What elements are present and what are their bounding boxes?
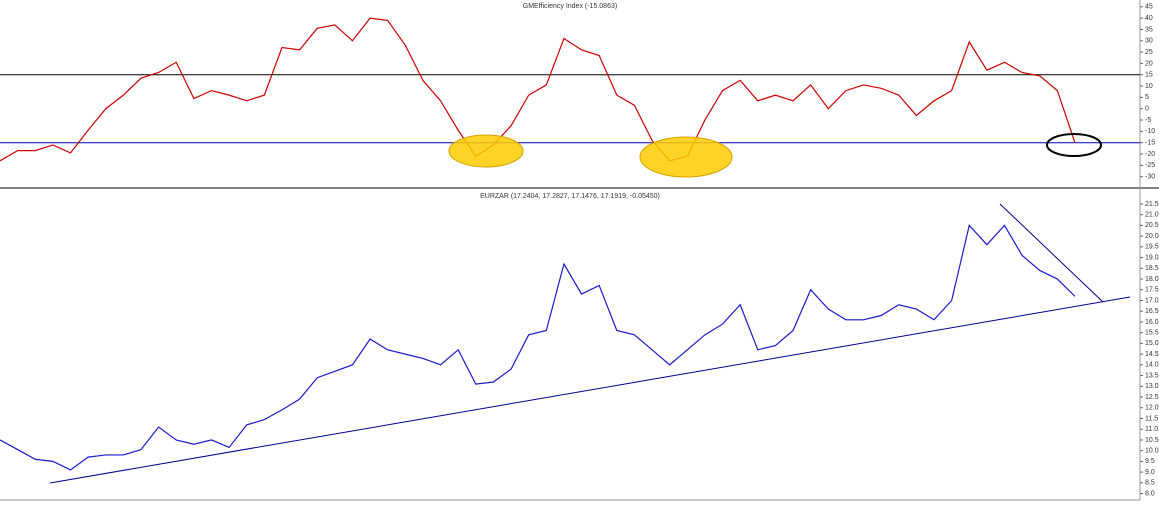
y-tick-label: 17.0 <box>1145 297 1159 304</box>
price-panel: EURZAR (17.2404, 17.2827, 17.1476, 17.19… <box>0 193 1159 497</box>
y-tick-label: -30 <box>1145 174 1155 181</box>
y-tick-label: 8.0 <box>1145 490 1155 497</box>
y-tick-label: 16.5 <box>1145 308 1159 315</box>
y-tick-label: 0 <box>1145 106 1149 113</box>
y-tick-label: 9.5 <box>1145 458 1155 465</box>
y-tick-label: 15.0 <box>1145 340 1159 347</box>
highlight-oval <box>448 134 524 168</box>
y-tick-label: 20.0 <box>1145 233 1159 240</box>
y-tick-label: 14.0 <box>1145 362 1159 369</box>
y-tick-label: 35 <box>1145 26 1153 33</box>
y-tick-label: 11.5 <box>1145 415 1158 422</box>
panel-title: EURZAR (17.2404, 17.2827, 17.1476, 17.19… <box>480 193 660 200</box>
y-tick-label: 15 <box>1145 72 1153 79</box>
resistance-trendline <box>999 203 1104 303</box>
y-tick-label: 20 <box>1145 60 1153 67</box>
y-tick-label: 8.5 <box>1145 480 1155 487</box>
y-tick-label: 10 <box>1145 83 1153 90</box>
y-tick-label: -15 <box>1145 140 1155 147</box>
y-tick-label: 20.5 <box>1145 222 1159 229</box>
data-line <box>0 17 1076 162</box>
highlight-oval <box>639 136 733 178</box>
panel-title: GMEfficiency Index (-15.0863) <box>523 3 617 10</box>
y-tick-label: 12.0 <box>1145 405 1159 412</box>
y-tick-label: 21.0 <box>1145 212 1159 219</box>
y-tick-label: 10.5 <box>1145 437 1159 444</box>
highlight-circle <box>1046 133 1102 157</box>
y-tick-label: -25 <box>1145 162 1155 169</box>
y-tick-label: 40 <box>1145 15 1153 22</box>
y-tick-label: 21.5 <box>1145 201 1159 208</box>
y-tick-label: 16.0 <box>1145 319 1159 326</box>
indicator-panel: GMEfficiency Index (-15.0863) -30 -25 -20 -1… <box>0 3 1155 181</box>
y-tick-label: 19.5 <box>1145 244 1159 251</box>
y-tick-label: 13.5 <box>1145 372 1159 379</box>
y-tick-label: -5 <box>1145 117 1151 124</box>
y-tick-label: 10.0 <box>1145 448 1159 455</box>
y-tick-label: 19.0 <box>1145 254 1159 261</box>
y-tick-label: 14.5 <box>1145 351 1159 358</box>
y-tick-label: 18.5 <box>1145 265 1159 272</box>
data-line <box>0 224 1076 471</box>
y-tick-label: 9.0 <box>1145 469 1155 476</box>
y-tick-label: -20 <box>1145 151 1155 158</box>
y-tick-label: 5 <box>1145 94 1149 101</box>
y-tick-label: 25 <box>1145 49 1153 56</box>
support-trendline <box>49 296 1131 484</box>
y-tick-label: 18.0 <box>1145 276 1159 283</box>
y-tick-label: 12.5 <box>1145 394 1159 401</box>
y-tick-label: 15.5 <box>1145 330 1159 337</box>
y-tick-label: 30 <box>1145 38 1153 45</box>
y-tick-label: 45 <box>1145 4 1153 11</box>
y-tick-label: 17.5 <box>1145 287 1159 294</box>
y-tick-label: -10 <box>1145 128 1155 135</box>
y-tick-label: 13.0 <box>1145 383 1159 390</box>
y-tick-label: 11.0 <box>1145 426 1158 433</box>
